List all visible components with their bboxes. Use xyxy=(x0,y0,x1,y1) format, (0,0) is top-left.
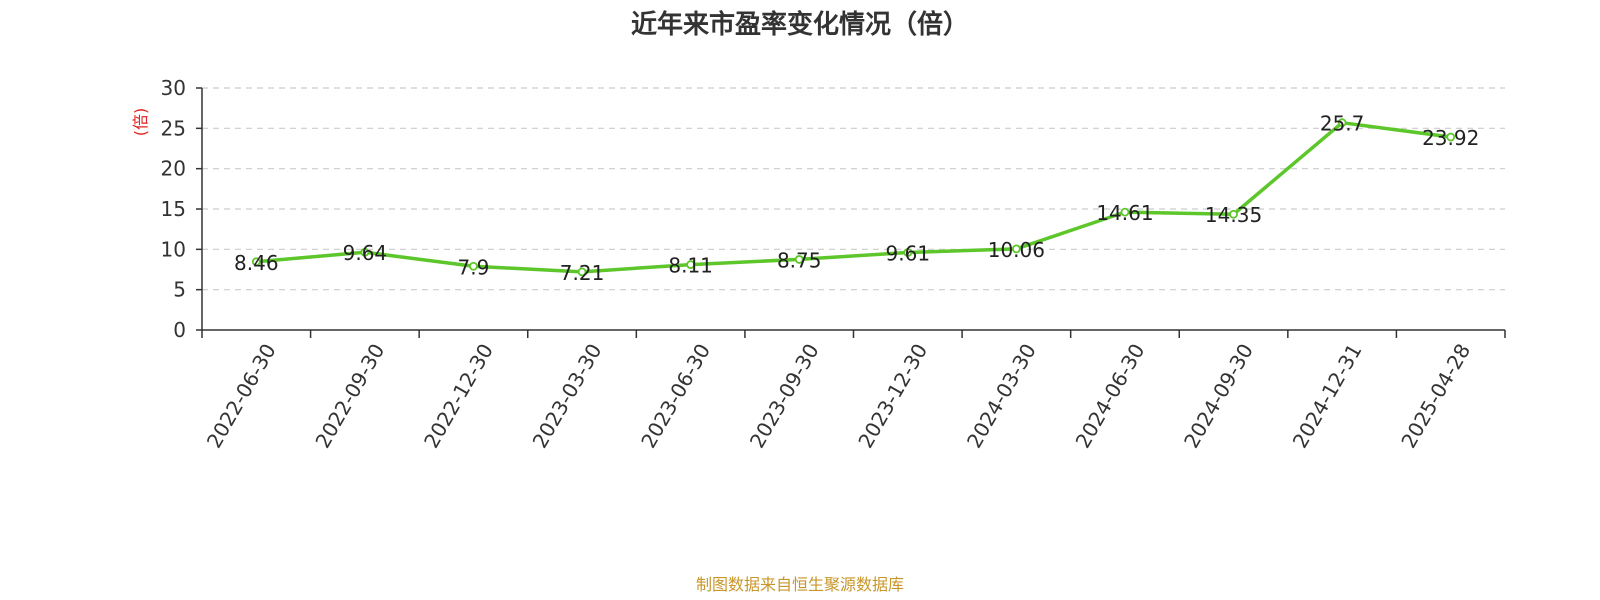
x-tick-label-2023-03-30: 2023-03-30 xyxy=(528,340,607,453)
data-point-2023-03-30 xyxy=(577,267,587,277)
data-label-2023-12-30: 9.61 xyxy=(886,241,931,265)
y-tick-label-5: 5 xyxy=(173,278,186,302)
data-label-2025-04-28: 23.92 xyxy=(1422,126,1479,150)
x-tick-label-2024-06-30: 2024-06-30 xyxy=(1071,340,1150,453)
data-point-2024-06-30 xyxy=(1120,207,1130,217)
data-point-2023-09-30 xyxy=(794,255,804,264)
x-tick-label-2022-12-30: 2022-12-30 xyxy=(419,340,498,453)
x-tick-label-2023-06-30: 2023-06-30 xyxy=(636,340,715,453)
data-point-2024-09-30 xyxy=(1229,209,1238,219)
data-label-2024-12-31: 25.7 xyxy=(1320,112,1365,136)
data-point-2022-09-30 xyxy=(360,247,370,257)
data-point-2025-04-28 xyxy=(1446,132,1456,142)
data-label-2022-12-30: 7.9 xyxy=(458,255,490,279)
chart-title: 近年来市盈率变化情况（倍） xyxy=(631,9,969,40)
data-label-2022-06-30: 8.46 xyxy=(234,251,279,275)
series-line xyxy=(251,118,1456,277)
x-tick-label-2024-09-30: 2024-09-30 xyxy=(1179,340,1258,453)
source-note: 制图数据来自恒生聚源数据库 xyxy=(696,575,904,594)
x-tick-labels: 2022-06-30 2022-09-30 2022-12-30 2023-03-30… xyxy=(202,340,1475,453)
data-label-2024-03-30: 10.06 xyxy=(988,238,1045,262)
grid-lines xyxy=(202,87,1505,291)
data-label-2024-06-30: 14.61 xyxy=(1096,201,1153,225)
y-tick-label-0: 0 xyxy=(173,318,186,342)
series-polyline xyxy=(254,120,1453,274)
data-labels: 8.46 9.64 7.9 7.21 8.11 8.75 9.61 10.06 14.61 14.… xyxy=(234,112,1479,285)
x-tick-label-2023-09-30: 2023-09-30 xyxy=(745,340,824,453)
y-tick-labels: 0 5 10 15 20 25 30 xyxy=(161,76,186,342)
y-tick-label-25: 25 xyxy=(161,116,186,140)
y-tick-label-10: 10 xyxy=(161,237,186,261)
axes xyxy=(196,87,1506,338)
x-tick-label-2024-03-30: 2024-03-30 xyxy=(962,340,1041,453)
data-point-2023-06-30 xyxy=(686,260,696,269)
data-label-2023-06-30: 8.11 xyxy=(668,254,713,278)
x-tick-label-2022-06-30: 2022-06-30 xyxy=(202,340,281,453)
data-point-2022-12-30 xyxy=(469,261,478,271)
y-tick-label-20: 20 xyxy=(161,157,186,181)
x-tick-label-2024-12-31: 2024-12-31 xyxy=(1288,340,1367,453)
data-label-2024-09-30: 14.35 xyxy=(1205,203,1262,227)
x-tick-label-2025-04-28: 2025-04-28 xyxy=(1396,340,1475,453)
data-point-2024-12-31 xyxy=(1337,118,1347,128)
x-tick-label-2022-09-30: 2022-09-30 xyxy=(310,340,389,453)
y-tick-label-15: 15 xyxy=(161,197,186,221)
data-label-2022-09-30: 9.64 xyxy=(343,241,388,265)
y-axis-label: (倍) xyxy=(131,108,150,137)
data-point-2022-06-30 xyxy=(251,257,261,267)
data-point-2023-12-30 xyxy=(903,248,913,257)
x-tick-label-2023-12-30: 2023-12-30 xyxy=(853,340,932,453)
data-label-2023-03-30: 7.21 xyxy=(560,261,605,285)
data-point-2024-03-30 xyxy=(1011,244,1021,254)
y-tick-label-30: 30 xyxy=(161,76,186,100)
data-label-2023-09-30: 8.75 xyxy=(777,248,822,272)
